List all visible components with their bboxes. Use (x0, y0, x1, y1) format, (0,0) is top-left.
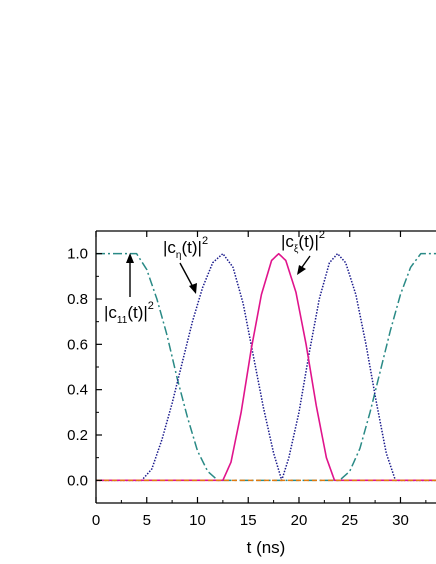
annotation-c11-arrowhead (126, 253, 134, 263)
svg-text:|c11(t)|2: |c11(t)|2 (104, 300, 154, 326)
annotation-c11-sup: 2 (148, 300, 154, 312)
annotation-ceta-text: |c (163, 238, 176, 257)
x-tick-label: 30 (392, 512, 409, 529)
series-line-cxi (96, 252, 436, 482)
y-tick-label: 0.6 (67, 336, 88, 353)
x-tick-label: 25 (341, 512, 358, 529)
annotation-cxi: |cξ(t)|2 (281, 229, 325, 275)
annotation-c11: |c11(t)|2 (104, 253, 154, 326)
annotation-c11-text: |c (104, 303, 117, 322)
annotation-c11-sub: 11 (117, 315, 128, 326)
annotation-ceta: |cη(t)|2 (163, 235, 208, 294)
x-tick-label: 15 (240, 512, 257, 529)
annotation-ceta-mid: (t)| (181, 238, 201, 257)
y-axis: 0.0 0.2 0.4 0.6 0.8 1.0 (67, 230, 102, 504)
y-tick-label: 1.0 (67, 246, 88, 263)
annotation-cxi-mid: (t)| (298, 232, 318, 251)
y-tick-label: 0.2 (67, 427, 88, 444)
y-tick-label: 0.8 (67, 291, 88, 308)
annotation-ceta-arrow (179, 262, 195, 290)
series-layer (96, 252, 436, 482)
annotation-cxi-arrowhead (297, 265, 306, 275)
svg-text:|cη(t)|2: |cη(t)|2 (163, 235, 208, 261)
series-line-ceta (96, 252, 436, 482)
x-axis-label: t (ns) (247, 538, 286, 557)
plot-area (96, 252, 436, 482)
x-tick-label: 20 (291, 512, 308, 529)
annotation-ceta-sub: η (176, 250, 182, 261)
annotation-cxi-sup: 2 (319, 229, 325, 241)
svg-text:|cξ(t)|2: |cξ(t)|2 (281, 229, 325, 255)
annotation-cxi-text: |c (281, 232, 294, 251)
y-tick-label: 0.4 (67, 382, 88, 399)
plot-frame (95, 230, 436, 504)
annotation-ceta-sup: 2 (202, 235, 208, 247)
x-tick-label: 5 (143, 512, 151, 529)
y-tick-label: 0.0 (67, 472, 88, 489)
x-tick-label: 0 (92, 512, 100, 529)
annotation-ceta-arrowhead (189, 283, 197, 294)
series-line-c11 (96, 252, 436, 482)
x-axis: 0 5 10 15 20 25 30 (92, 231, 427, 529)
annotation-cxi-sub: ξ (294, 244, 299, 255)
annotation-c11-mid: (t)| (127, 303, 147, 322)
x-tick-label: 10 (189, 512, 206, 529)
